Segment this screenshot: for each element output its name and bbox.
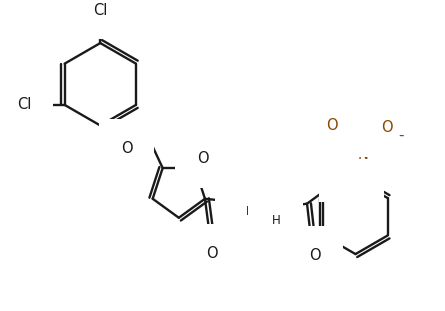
Text: O: O xyxy=(197,151,209,166)
Text: H: H xyxy=(272,214,281,227)
Text: O: O xyxy=(326,118,338,133)
Text: N: N xyxy=(357,147,368,162)
Text: O: O xyxy=(121,141,133,156)
Text: Cl: Cl xyxy=(17,97,31,112)
Text: +: + xyxy=(362,146,371,156)
Text: O: O xyxy=(309,248,321,263)
Text: HN: HN xyxy=(340,165,362,180)
Text: N: N xyxy=(237,193,248,208)
Text: O: O xyxy=(381,120,392,135)
Text: N: N xyxy=(270,202,281,217)
Text: -: - xyxy=(398,128,403,143)
Text: O: O xyxy=(206,246,218,261)
Text: H: H xyxy=(246,205,255,218)
Text: Cl: Cl xyxy=(93,2,108,17)
